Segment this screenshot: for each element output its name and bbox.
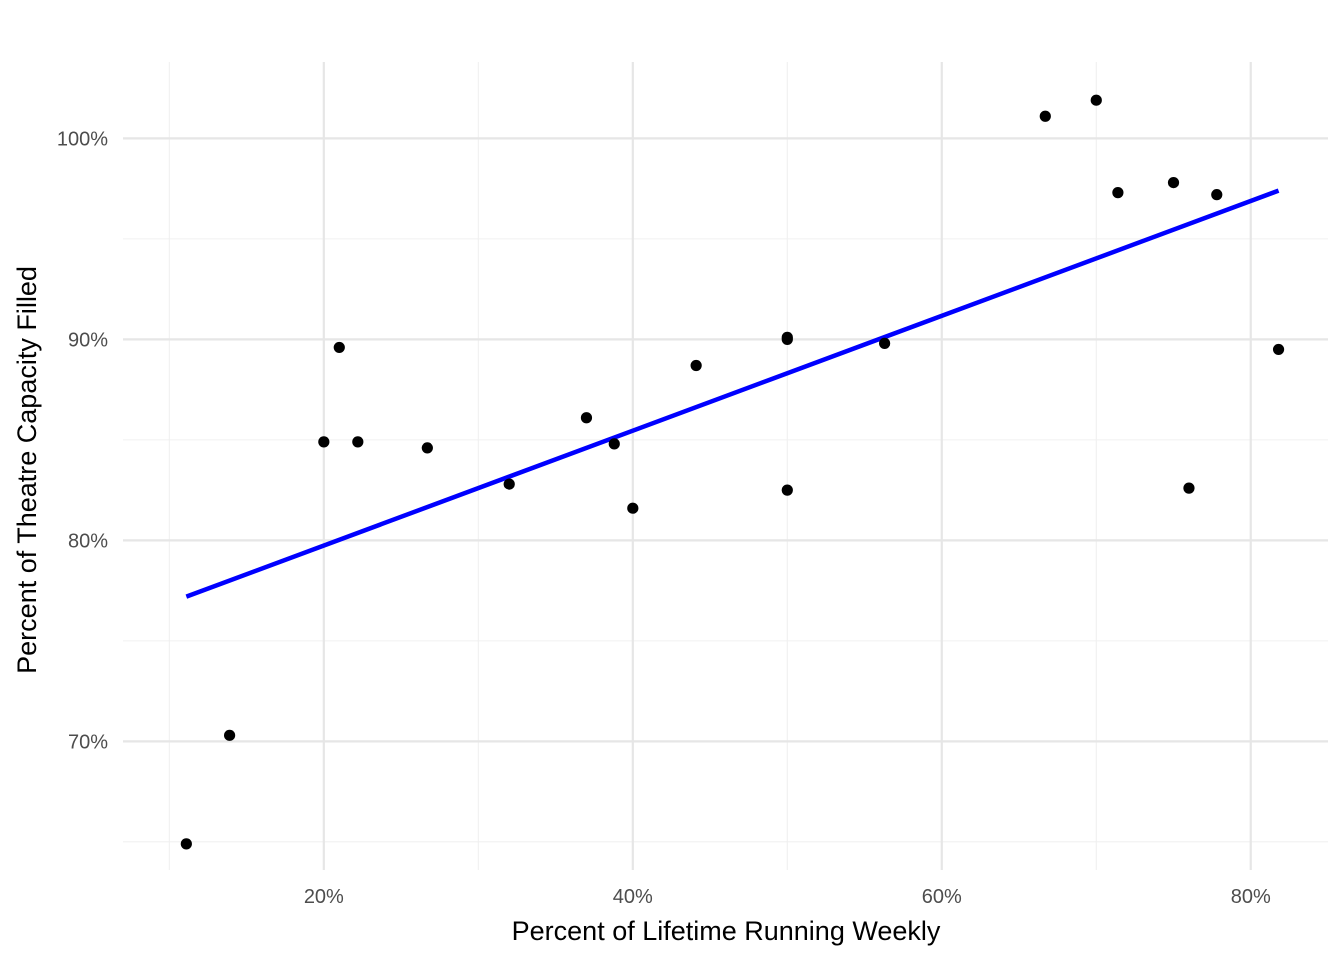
points-group [180, 94, 1285, 850]
data-point [352, 436, 364, 448]
y-tick-label: 70% [68, 731, 108, 753]
x-tick-labels: 20% 40% 60% 80% [304, 886, 1271, 908]
x-tick-label: 80% [1231, 886, 1271, 908]
data-point [781, 333, 793, 345]
data-point [608, 438, 620, 450]
y-axis-title: Percent of Theatre Capacity Filled [12, 266, 42, 674]
data-point [421, 442, 433, 454]
y-tick-label: 80% [68, 530, 108, 552]
data-point [318, 436, 330, 448]
x-tick-label: 20% [304, 886, 344, 908]
data-point [627, 502, 639, 514]
y-tick-label: 90% [68, 329, 108, 351]
x-axis-title: Percent of Lifetime Running Weekly [512, 916, 941, 946]
data-point [1167, 176, 1180, 189]
x-tick-label: 40% [613, 886, 653, 908]
y-tick-labels: 70% 80% 90% 100% [57, 128, 108, 753]
data-point [879, 337, 891, 349]
data-point [1211, 189, 1223, 201]
data-point [781, 484, 793, 496]
data-point [223, 729, 236, 741]
data-point [180, 838, 192, 850]
x-tick-label: 60% [922, 886, 962, 908]
data-point [503, 478, 515, 490]
data-point [1039, 110, 1051, 122]
data-point [1272, 343, 1285, 356]
data-point [333, 341, 345, 354]
trend-line [185, 188, 1280, 599]
data-point [690, 359, 702, 372]
y-tick-label: 100% [57, 128, 108, 150]
data-point [1183, 482, 1195, 494]
data-point [1090, 94, 1102, 106]
grid [123, 62, 1328, 870]
data-point [1112, 187, 1124, 199]
trend-line-group [185, 188, 1280, 599]
data-point [580, 412, 593, 424]
